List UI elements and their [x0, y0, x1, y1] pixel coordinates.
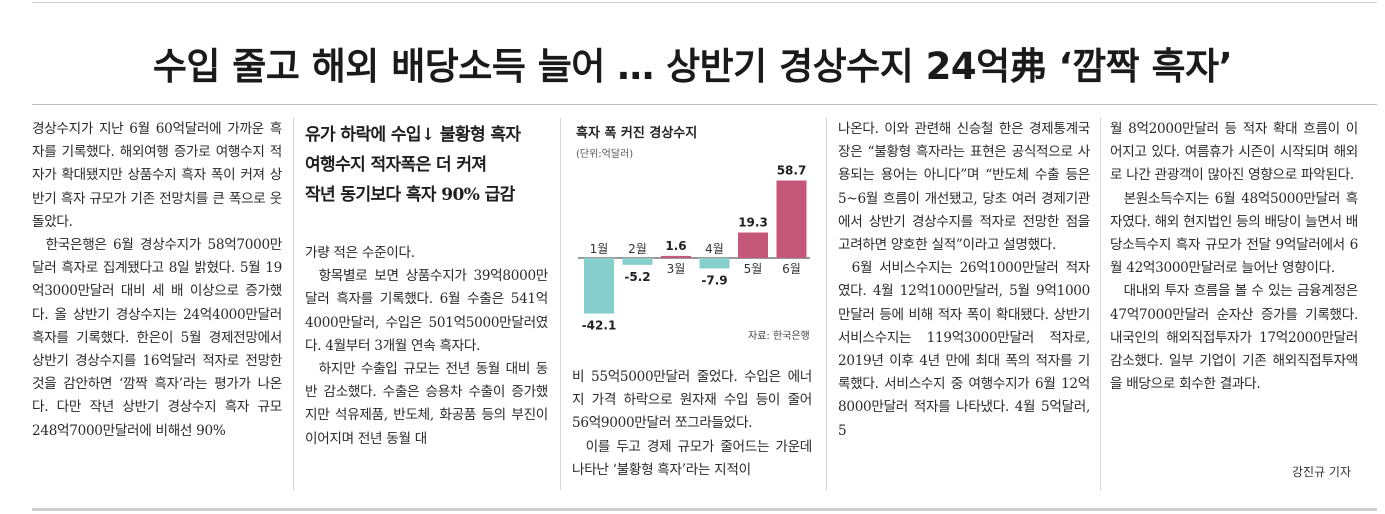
paragraph: 나온다. 이와 관련해 신승철 한은 경제통계국장은 “불황형 흑자라는 표현은… [838, 121, 1090, 254]
chart-value-label: -42.1 [582, 319, 617, 333]
headline-rule [32, 104, 1377, 105]
article-column-2: 가량 적은 수준이다. 항목별로 보면 상품수지가 39억8000만달러 흑자를… [305, 242, 548, 451]
column-divider [1100, 118, 1101, 490]
article-column-1: 경상수지가 지난 6월 60억달러에 가까운 흑자를 기록했다. 해외여행 증가… [32, 118, 282, 443]
chart-category-label: 6월 [782, 262, 801, 276]
chart-bar [622, 258, 653, 265]
paragraph: 대내외 투자 흐름을 볼 수 있는 금융계정은 47억7000만달러 순자산 증… [1110, 283, 1358, 393]
chart-value-label: 19.3 [738, 216, 768, 230]
chart-source: 자료: 한국은행 [748, 331, 810, 342]
paragraph: 한국은행은 6월 경상수지가 58억7000만달러 흑자로 집계됐다고 8일 밝… [32, 237, 282, 439]
chart-category-label: 4월 [705, 242, 724, 256]
paragraph: 월 8억2000만달러 등 적자 확대 흐름이 이어지고 있다. 여름휴가 시즌… [1110, 121, 1358, 184]
chart-title: 흑자 폭 커진 경상수지 [576, 126, 698, 141]
chart-category-label: 3월 [667, 262, 686, 276]
paragraph: 6월 서비스수지는 26억1000만달러 적자였다. 4월 12억1000만달러… [838, 260, 1090, 439]
chart-bar [738, 232, 768, 258]
article-column-4: 나온다. 이와 관련해 신승철 한은 경제통계국장은 “불황형 흑자라는 표현은… [838, 118, 1090, 443]
chart-bar [661, 255, 691, 258]
column-divider [560, 118, 561, 490]
subheadline: 유가 하락에 수입↓ 불황형 흑자 여행수지 적자폭은 더 커져 작년 동기보다… [305, 120, 555, 210]
subhead-line-2: 여행수지 적자폭은 더 커져 [305, 155, 487, 175]
chart-value-label: -5.2 [624, 270, 650, 284]
chart-value-label: 58.7 [777, 164, 807, 178]
paragraph: 가량 적은 수준이다. [305, 245, 415, 261]
chart-value-label: 1.6 [665, 239, 686, 253]
bottom-rule [32, 508, 1377, 511]
chart-category-label: 1월 [590, 242, 609, 256]
article-column-5: 월 8억2000만달러 등 적자 확대 흐름이 이어지고 있다. 여름휴가 시즌… [1110, 118, 1358, 396]
subhead-line-1: 유가 하락에 수입↓ 불황형 흑자 [305, 125, 521, 145]
paragraph: 이를 두고 경제 규모가 줄어드는 가운데 나타난 ‘불황형 흑자’라는 지적이 [572, 438, 812, 478]
paragraph: 비 55억5000만달러 줄었다. 수입은 에너지 가격 하락으로 원자재 수입… [572, 369, 812, 432]
chart-value-label: -7.9 [701, 273, 727, 287]
paragraph: 하지만 수출입 규모는 전년 동월 대비 동반 감소했다. 수출은 승용차 수출… [305, 361, 548, 447]
chart-unit: (단위:억달러) [576, 149, 634, 160]
article-column-3: 비 55억5000만달러 줄었다. 수입은 에너지 가격 하락으로 원자재 수입… [572, 366, 812, 482]
chart-bar [776, 180, 807, 258]
subhead-line-3: 작년 동기보다 흑자 90% 급감 [305, 185, 515, 205]
chart-bar [699, 258, 730, 269]
paragraph: 본원소득수지는 6월 48억5000만달러 흑자였다. 해외 현지법인 등의 배… [1110, 190, 1358, 277]
top-rule [32, 2, 1377, 3]
headline: 수입 줄고 해외 배당소득 늘어 … 상반기 경상수지 24억弗 ‘깜짝 흑자’ [152, 45, 1233, 88]
current-account-bar-chart: 1월 -42.1 2월 -5.2 3월 1.6 4월 -7.9 5월 19.3 6월 58.7 [578, 164, 810, 333]
column-divider [293, 118, 294, 490]
byline: 강진규 기자 [1292, 465, 1352, 479]
chart-category-label: 5월 [744, 262, 763, 276]
paragraph: 항목별로 보면 상품수지가 39억8000만달러 흑자를 기록했다. 6월 수출… [305, 268, 548, 354]
chart-bar [584, 258, 614, 314]
chart-category-label: 2월 [628, 242, 647, 256]
paragraph: 경상수지가 지난 6월 60억달러에 가까운 흑자를 기록했다. 해외여행 증가… [32, 121, 282, 230]
column-divider [826, 118, 827, 490]
